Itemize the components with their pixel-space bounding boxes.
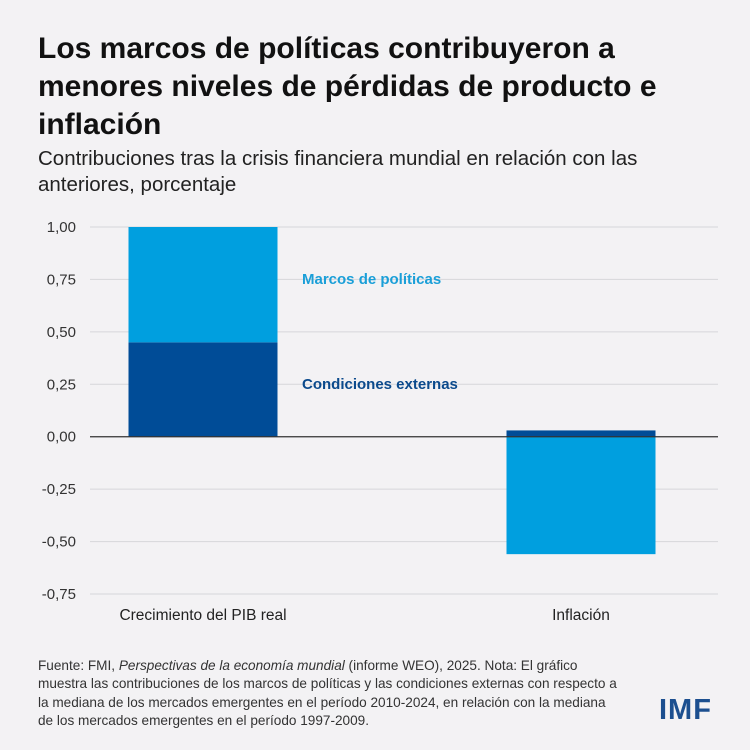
series-label: Condiciones externas (302, 376, 458, 393)
series-label: Marcos de políticas (302, 271, 441, 288)
series-labels: Condiciones externas Marcos de políticas (302, 271, 458, 393)
x-axis-category-labels: Crecimiento del PIB real Inflación (119, 607, 609, 624)
x-category-label: Inflación (552, 607, 610, 624)
imf-logo: IMF (659, 694, 712, 726)
y-tick-label: 1,00 (47, 219, 76, 236)
source-publication: Perspectivas de la economía mundial (118, 658, 345, 673)
bars (128, 227, 656, 555)
chart-plot: 1,00 0,75 0,50 0,25 0,00 -0,25 -0,50 -0,75 Cond… (42, 219, 718, 624)
source-note: Fuente: FMI, Perspectivas de la economía… (38, 657, 623, 730)
chart-subtitle: Contribuciones tras la crisis financiera… (38, 147, 638, 196)
chart-title: Los marcos de políticas contribuyeron a … (38, 32, 657, 141)
x-category-label: Crecimiento del PIB real (119, 607, 286, 624)
y-axis-tick-labels: 1,00 0,75 0,50 0,25 0,00 -0,25 -0,50 -0,75 (42, 219, 76, 603)
bar-marcos-de-políticas (128, 227, 278, 343)
bar-marcos-de-políticas (506, 436, 656, 555)
y-tick-label: 0,75 (47, 271, 76, 288)
y-tick-label: -0,50 (42, 534, 76, 551)
y-tick-label: 0,50 (47, 324, 76, 341)
bar-condiciones-externas (128, 342, 278, 437)
source-prefix: Fuente: FMI, (38, 658, 119, 673)
y-tick-label: 0,25 (47, 376, 76, 393)
y-tick-label: -0,25 (42, 481, 76, 498)
y-tick-label: -0,75 (42, 586, 76, 603)
y-tick-label: 0,00 (47, 429, 76, 446)
bar-condiciones-externas (506, 430, 656, 437)
source-note-text: (informe WEO), 2025. Nota: El gráfico mu… (38, 658, 617, 728)
